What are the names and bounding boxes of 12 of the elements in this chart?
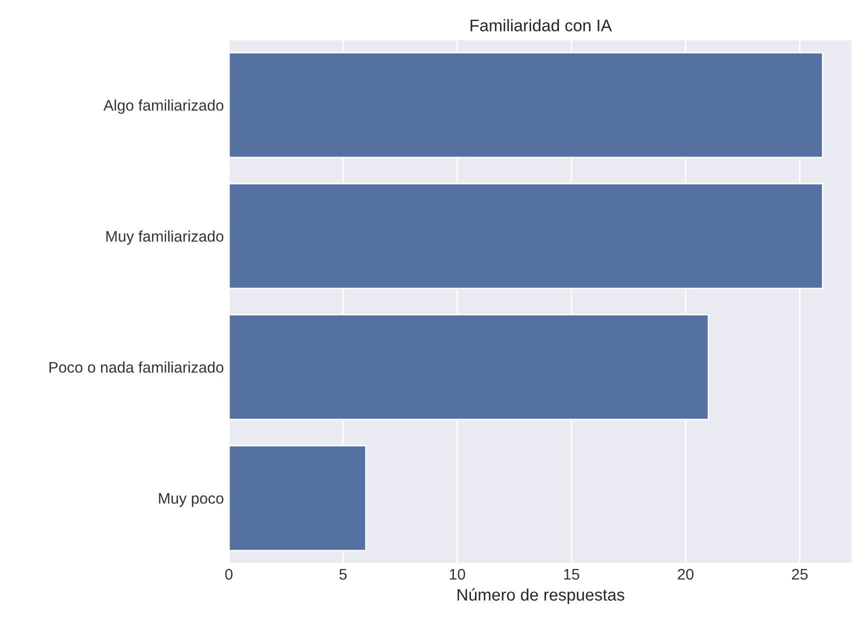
- y-tick-label: Muy familiarizado: [106, 230, 224, 245]
- x-axis-title: Número de respuestas: [458, 588, 624, 604]
- x-tick-label: 20: [678, 568, 694, 580]
- x-tick-label: 5: [339, 569, 347, 580]
- x-tick-label: 15: [564, 569, 580, 580]
- y-tick-label: Muy poco: [159, 493, 224, 507]
- y-tick-label: Algo familiarizado: [103, 100, 224, 114]
- x-tick-label: 10: [450, 568, 466, 580]
- y-tick-label: Poco o nada familiarizado: [49, 362, 224, 373]
- x-tick-label: 25: [792, 568, 808, 580]
- chart-title: Familiaridad con IA: [470, 19, 612, 32]
- x-tick-label: 0: [225, 568, 233, 580]
